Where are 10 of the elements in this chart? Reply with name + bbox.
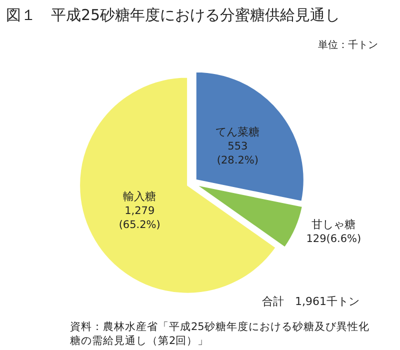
slice-label: てん菜糖	[216, 126, 260, 139]
data-label: 553 (28.2%)	[216, 140, 258, 167]
slice-label: 甘しゃ糖	[312, 218, 356, 232]
text: 資料：農林水産省「平成25砂糖年度における砂糖及び異性化糖の需給見通し（第2回）」	[70, 320, 370, 348]
data-label: 129(6.6%)	[306, 233, 362, 246]
data-label: 1,279 (65.2%)	[118, 205, 160, 232]
text: 単位：千トン	[318, 38, 378, 52]
slice-label: 輸入糖	[123, 190, 156, 204]
chart-title: 図１ 平成25砂糖年度における分蜜糖供給見通し	[6, 6, 340, 25]
text: 合計 1,961千トン	[262, 294, 360, 309]
